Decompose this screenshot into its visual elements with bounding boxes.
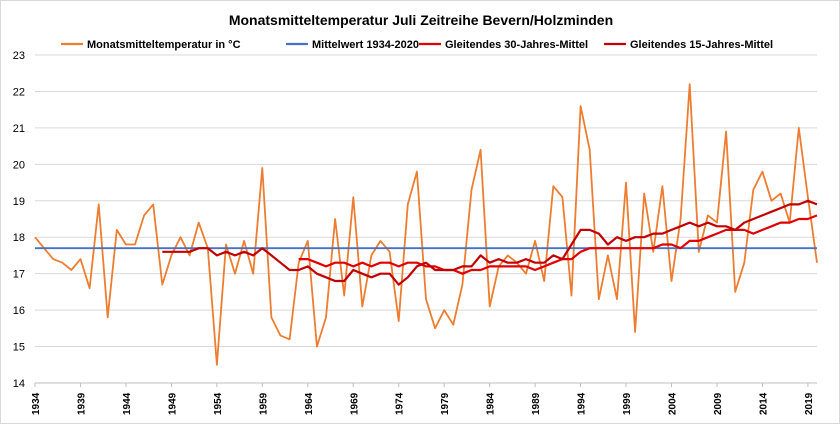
y-tick-label: 16 <box>13 305 25 317</box>
x-tick-label: 2014 <box>758 392 769 415</box>
y-axis: 14 15 16 17 18 19 20 21 22 23 <box>13 50 25 390</box>
series-line-3 <box>298 214 818 275</box>
series-line-4 <box>162 199 818 286</box>
legend-label: Monatsmitteltemperatur in °C <box>87 39 241 51</box>
x-tick-label: 2009 <box>713 392 724 415</box>
x-tick-label: 1944 <box>122 392 133 415</box>
gridlines <box>35 54 817 384</box>
x-tick-label: 2004 <box>668 392 679 415</box>
x-tick-label: 1979 <box>440 392 451 415</box>
x-tick-label: 1984 <box>486 392 497 415</box>
y-tick-label: 20 <box>13 159 25 171</box>
x-tick-label: 1939 <box>76 392 87 415</box>
x-tick-label: 1964 <box>304 392 315 415</box>
x-tick-label: 1994 <box>577 392 588 415</box>
x-tick-label: 1954 <box>213 392 224 415</box>
series-group <box>34 83 818 366</box>
y-tick-label: 19 <box>13 196 25 208</box>
x-tick-label: 1949 <box>167 392 178 415</box>
y-tick-label: 15 <box>13 342 25 354</box>
x-tick-label: 1999 <box>622 392 633 415</box>
x-tick-label: 1989 <box>531 392 542 415</box>
x-tick-label: 1934 <box>31 392 42 415</box>
y-tick-label: 17 <box>13 269 25 281</box>
y-tick-label: 23 <box>13 50 25 62</box>
legend-label: Gleitendes 15-Jahres-Mittel <box>630 39 773 51</box>
legend-label: Mittelwert 1934-2020 <box>312 39 419 51</box>
x-axis: 1934 1939 1944 1949 1954 1959 1964 1969 1974 1979… <box>31 382 817 415</box>
x-tick-label: 2019 <box>804 392 815 415</box>
x-tick-label: 1974 <box>395 392 406 415</box>
y-tick-label: 21 <box>13 123 25 135</box>
legend-label: Gleitendes 30-Jahres-Mittel <box>445 39 588 51</box>
x-tick-label: 1959 <box>258 392 269 415</box>
y-tick-label: 14 <box>13 378 25 390</box>
y-tick-label: 22 <box>13 86 25 98</box>
legend: Monatsmitteltemperatur in °C Mittelwert 1… <box>61 39 773 51</box>
x-tick-label: 1969 <box>349 392 360 415</box>
series-line-1 <box>34 83 818 366</box>
y-tick-label: 18 <box>13 232 25 244</box>
chart-title: Monatsmitteltemperatur Juli Zeitreihe Be… <box>229 12 613 28</box>
